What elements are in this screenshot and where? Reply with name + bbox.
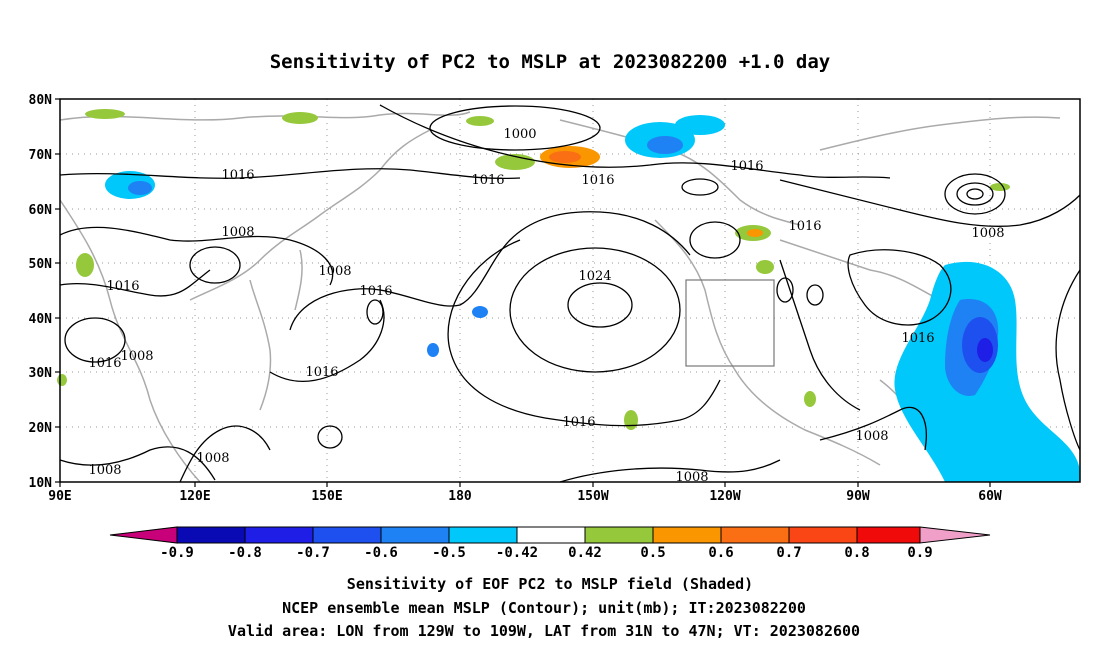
contour-label: 1008 <box>318 264 351 279</box>
lat-labels: 80N 70N 60N 50N 40N 30N 20N 10N <box>29 93 53 491</box>
lon-label: 60W <box>978 489 1002 504</box>
colorbar-label: -0.8 <box>228 545 262 561</box>
mslp-contours <box>59 104 1081 483</box>
lon-label: 180 <box>448 489 472 504</box>
lat-label: 20N <box>29 421 53 436</box>
colorbar-label: -0.42 <box>496 545 538 561</box>
colorbar-label: 0.5 <box>640 545 665 561</box>
contour-label: 1008 <box>855 429 888 444</box>
colorbar-label: 0.8 <box>844 545 869 561</box>
caption-line-3: Valid area: LON from 129W to 109W, LAT f… <box>228 622 860 640</box>
lon-label: 120E <box>179 489 210 504</box>
colorbar-segment <box>856 526 921 544</box>
lat-label: 70N <box>29 148 53 163</box>
lon-label: 150W <box>577 489 608 504</box>
contour-label: 1016 <box>562 415 595 430</box>
map-frame <box>59 98 1081 483</box>
contour-labels: 1000 1016 1016 1016 1016 1008 1008 1016 … <box>88 127 1004 485</box>
colorbar-label: 0.42 <box>568 545 602 561</box>
contour-label: 1008 <box>120 349 153 364</box>
lon-label: 90E <box>48 489 71 504</box>
contour-label: 1016 <box>221 168 254 183</box>
colorbar-label: 0.9 <box>907 545 932 561</box>
caption-line-1: Sensitivity of EOF PC2 to MSLP field (Sh… <box>347 575 753 593</box>
lat-label: 30N <box>29 366 53 381</box>
colorbar-left-extension <box>109 526 178 544</box>
colorbar-label: -0.7 <box>296 545 330 561</box>
lat-label: 40N <box>29 312 53 327</box>
colorbar-label: 0.6 <box>708 545 733 561</box>
contour-label: 1008 <box>88 463 121 478</box>
colorbar-label: -0.6 <box>364 545 398 561</box>
colorbar-segment <box>176 526 246 544</box>
colorbar-segment <box>788 526 858 544</box>
lat-label: 50N <box>29 257 53 272</box>
lat-label: 80N <box>29 93 53 108</box>
colorbar-segment <box>448 526 518 544</box>
colorbar-segment <box>380 526 450 544</box>
contour-label: 1016 <box>788 219 821 234</box>
contour-label: 1016 <box>359 284 392 299</box>
colorbar-segment <box>516 526 586 544</box>
contour-label: 1024 <box>578 269 611 284</box>
contour-label: 1016 <box>581 173 614 188</box>
contour-label: 1008 <box>196 451 229 466</box>
valid-area-box <box>685 279 775 367</box>
contour-label: 1008 <box>221 225 254 240</box>
contour-label: 1016 <box>901 331 934 346</box>
contour-label: 1000 <box>503 127 536 142</box>
colorbar-segment <box>720 526 790 544</box>
contour-label: 1016 <box>730 159 763 174</box>
colorbar-labels: -0.9 -0.8 -0.7 -0.6 -0.5 -0.42 0.42 0.5 … <box>160 545 933 561</box>
lon-label: 120W <box>709 489 740 504</box>
colorbar <box>109 526 991 544</box>
contour-label: 1016 <box>88 356 121 371</box>
lon-label: 150E <box>311 489 342 504</box>
sensitivity-shading <box>57 109 1080 482</box>
colorbar-label: 0.7 <box>776 545 801 561</box>
contour-label: 1008 <box>971 226 1004 241</box>
contour-label: 1016 <box>106 279 139 294</box>
lat-label: 60N <box>29 203 53 218</box>
figure-title: Sensitivity of PC2 to MSLP at 2023082200… <box>270 51 831 73</box>
colorbar-segment <box>244 526 314 544</box>
axis-ticks <box>55 98 991 487</box>
contour-label: 1016 <box>471 173 504 188</box>
colorbar-right-extension <box>919 526 991 544</box>
lon-labels: 90E 120E 150E 180 150W 120W 90W 60W <box>48 489 1002 504</box>
colorbar-segment <box>652 526 722 544</box>
colorbar-segment <box>312 526 382 544</box>
contour-label: 1016 <box>305 365 338 380</box>
caption-line-2: NCEP ensemble mean MSLP (Contour); unit(… <box>282 599 806 617</box>
lat-label: 10N <box>29 476 53 491</box>
colorbar-label: -0.5 <box>432 545 466 561</box>
colorbar-label: -0.9 <box>160 545 194 561</box>
lon-label: 90W <box>846 489 870 504</box>
colorbar-segment <box>584 526 654 544</box>
